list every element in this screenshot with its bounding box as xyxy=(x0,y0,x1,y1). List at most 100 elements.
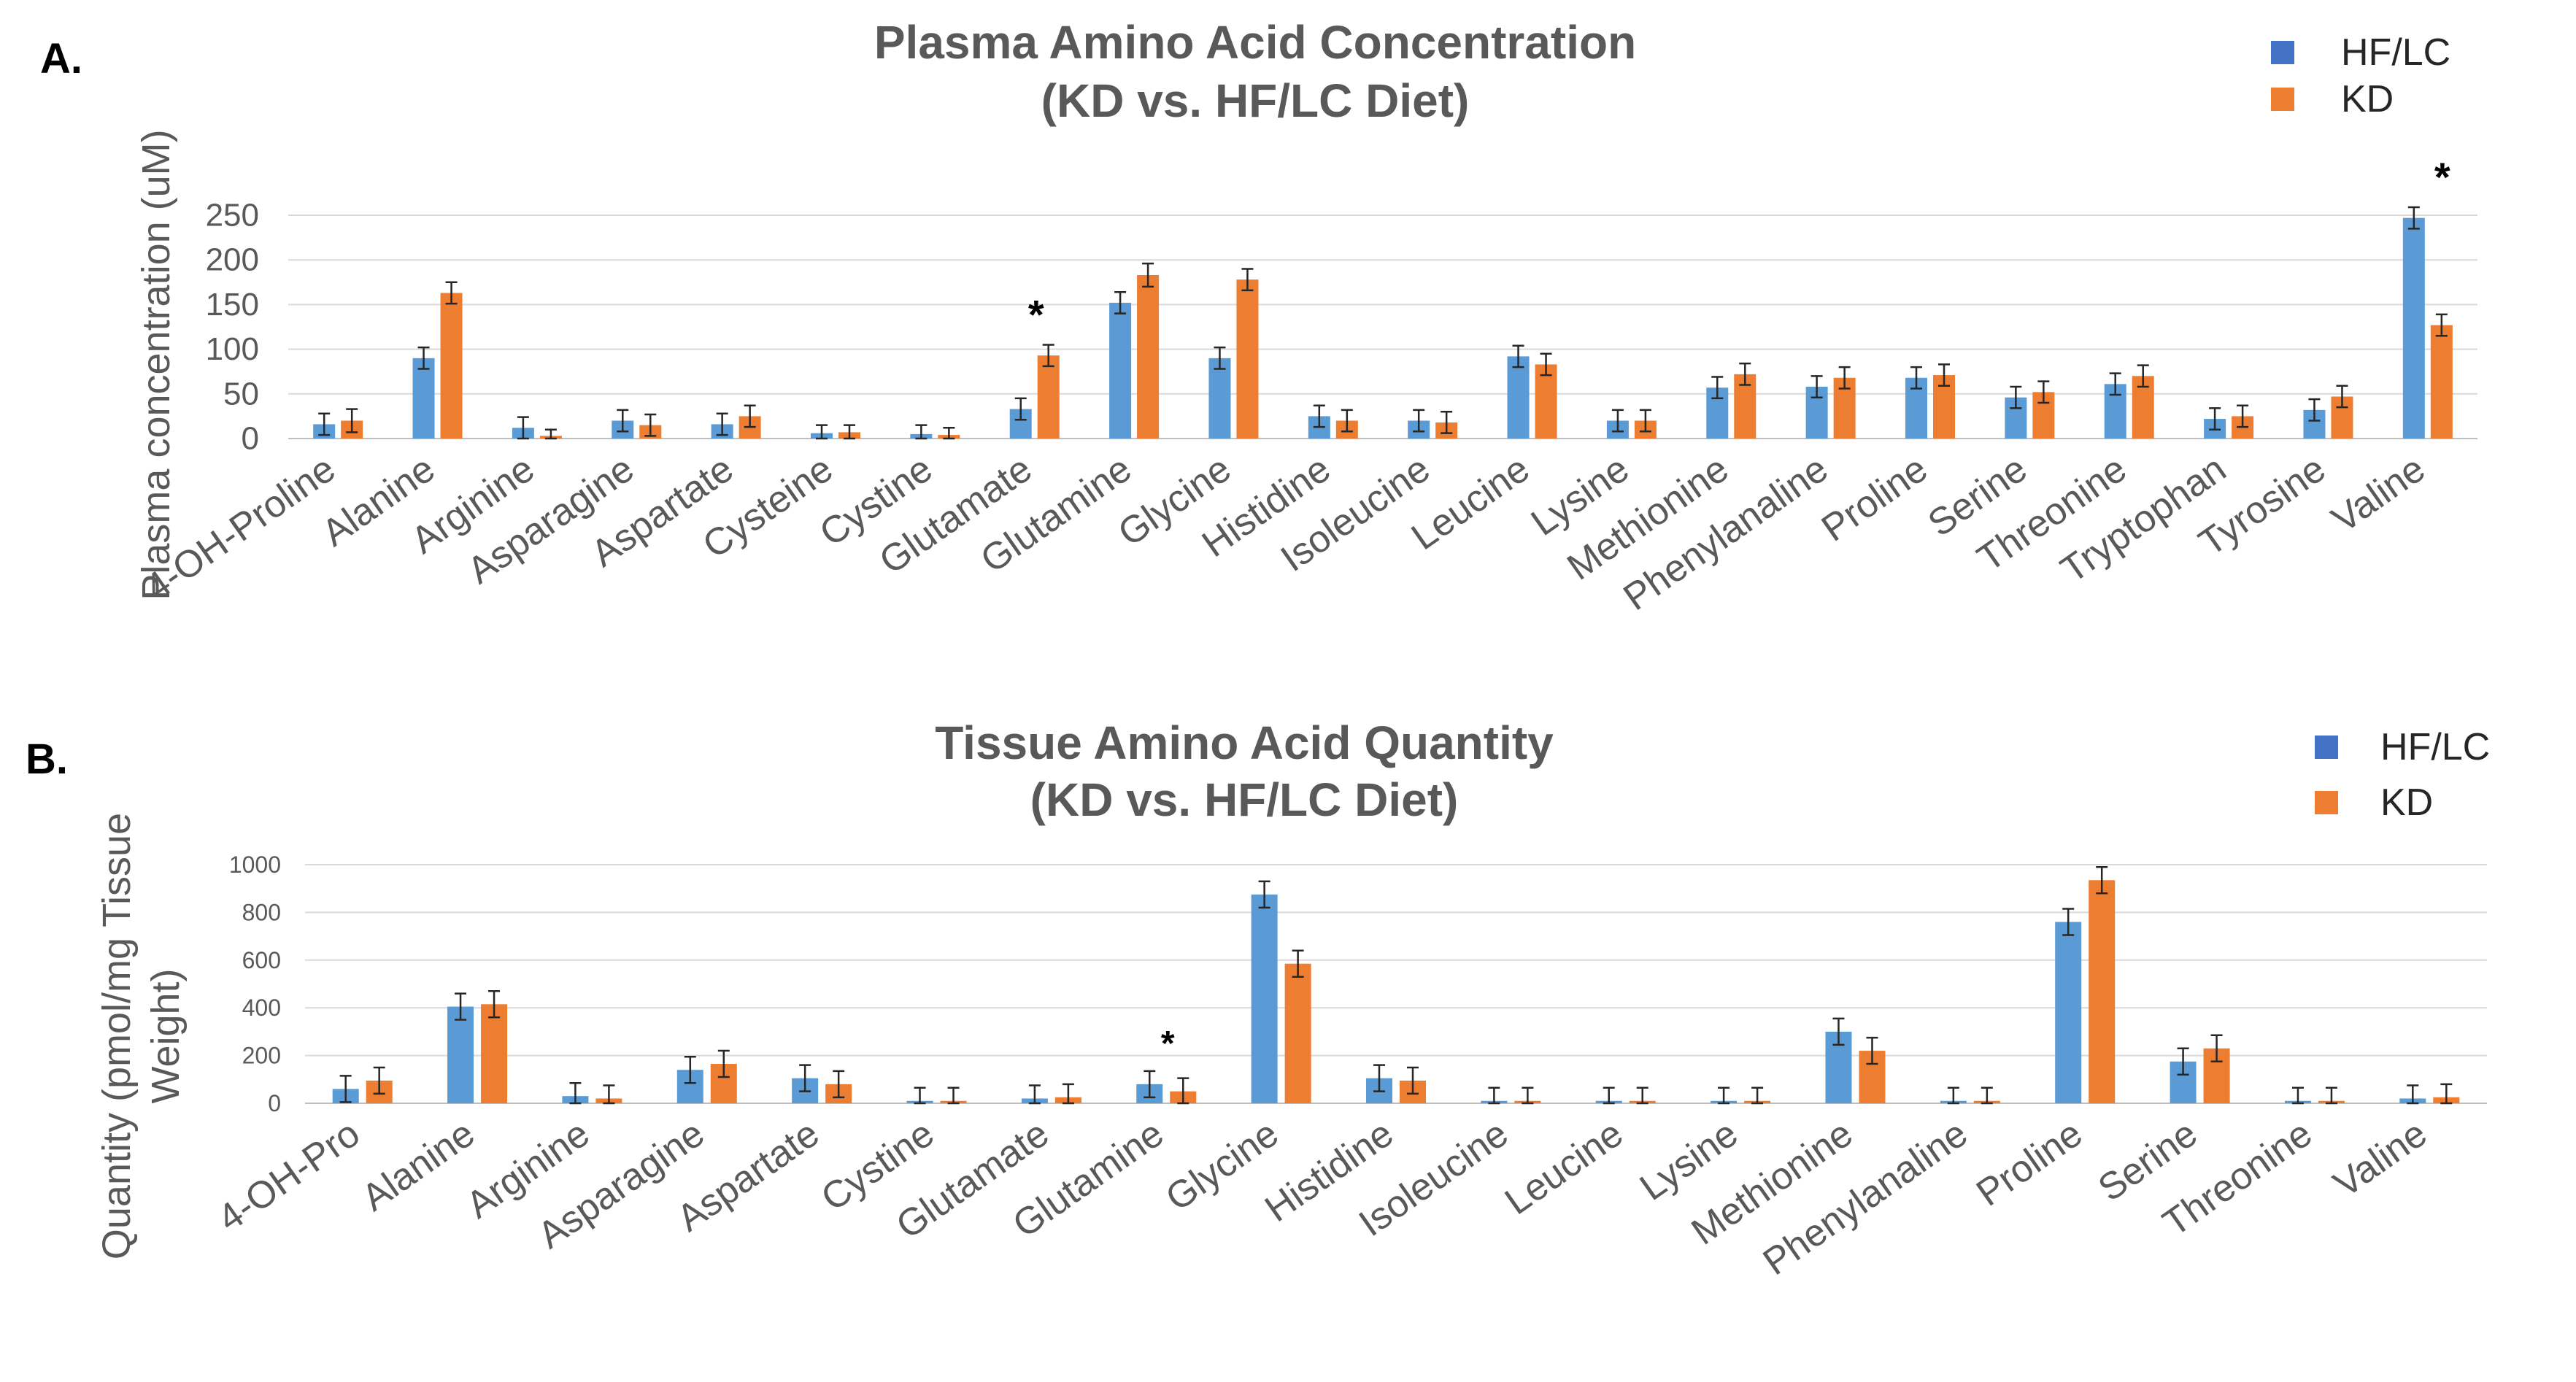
chart-a-ytick-label: 200 xyxy=(206,242,259,278)
chart-b-error-bar xyxy=(947,1086,960,1105)
chart-b-error-bar xyxy=(1981,1086,1993,1105)
chart-b-ytick-label: 1000 xyxy=(229,852,281,878)
legend-a-label-kd: KD xyxy=(2341,78,2394,120)
chart-b-category-label: Alanine xyxy=(355,1112,482,1219)
chart-a-error-bar xyxy=(517,416,529,440)
chart-b-title: Tissue Amino Acid Quantity xyxy=(935,717,1554,769)
chart-a-error-bar xyxy=(2010,385,2022,409)
chart-b-bar-kd xyxy=(481,1004,508,1103)
chart-a-error-bar xyxy=(1512,344,1524,368)
chart-b-error-bar xyxy=(1522,1086,1534,1105)
chart-b-error-bar xyxy=(2291,1086,2304,1105)
chart-a-title: Plasma Amino Acid Concentration xyxy=(874,16,1636,69)
chart-a-error-bar xyxy=(2109,372,2121,396)
chart-b-error-bar xyxy=(2210,1034,2223,1063)
chart-b-subtitle: (KD vs. HF/LC Diet) xyxy=(1030,773,1459,826)
chart-a-category-label: Proline xyxy=(1814,447,1935,549)
chart-a-error-bar xyxy=(816,424,828,440)
chart-b-bar-hflc xyxy=(1251,894,1278,1103)
chart-a-error-bar xyxy=(1142,262,1154,288)
chart-b-error-bar xyxy=(1028,1084,1041,1105)
chart-a-significance-star: * xyxy=(2434,154,2450,200)
chart-b-plot: 020040060080010004-OH-ProAlanineArginine… xyxy=(210,852,2487,1283)
legend-b-swatch-kd xyxy=(2315,791,2338,814)
chart-b-error-bar xyxy=(833,1070,845,1099)
chart-b-legend: HF/LC KD xyxy=(2315,726,2490,824)
chart-a-error-bar xyxy=(1413,409,1425,433)
chart-a-error-bar xyxy=(744,404,756,428)
legend-a-swatch-kd xyxy=(2271,88,2294,111)
chart-b-error-bar xyxy=(1636,1086,1648,1105)
chart-a-ytick-label: 0 xyxy=(242,421,259,457)
chart-a-error-bar xyxy=(1441,411,1453,434)
chart-a-error-bar xyxy=(2336,385,2348,409)
chart-b-error-bar xyxy=(1407,1066,1419,1095)
chart-a-error-bar xyxy=(1711,376,1724,400)
chart-b-error-bar xyxy=(1866,1036,1878,1065)
chart-a-legend: HF/LC KD xyxy=(2271,31,2450,120)
chart-a-bar-kd xyxy=(440,293,463,439)
chart-a-error-bar xyxy=(1639,409,1651,433)
chart-a-error-bar xyxy=(1241,268,1254,292)
chart-b-error-bar xyxy=(1947,1086,1959,1105)
chart-b-error-bar xyxy=(1832,1017,1845,1046)
chart-b-ytick-label: 600 xyxy=(242,947,281,973)
chart-a-ytick-label: 250 xyxy=(206,198,259,233)
chart-a-error-bar xyxy=(2308,398,2321,422)
chart-a-bar-hflc xyxy=(412,358,435,439)
chart-b-error-bar xyxy=(799,1064,811,1092)
chart-a-error-bar xyxy=(2407,206,2420,230)
chart-b-bar-kd xyxy=(2089,880,2116,1103)
chart-a-significance-star: * xyxy=(1028,291,1044,337)
chart-b-error-bar xyxy=(1751,1086,1764,1105)
chart-b-category-label: 4-OH-Pro xyxy=(210,1112,368,1240)
panel-a-label: A. xyxy=(40,35,82,82)
chart-a-bar-kd xyxy=(1236,279,1259,439)
chart-a-bar-kd xyxy=(1535,364,1557,439)
chart-a-bar-kd xyxy=(1137,275,1160,439)
chart-a-bar-hflc xyxy=(1109,302,1132,439)
chart-a-error-bar xyxy=(1910,366,1922,390)
chart-a-error-bar xyxy=(943,427,955,440)
chart-a-error-bar xyxy=(915,424,928,440)
chart-b-ytick-label: 800 xyxy=(242,899,281,925)
chart-b-error-bar xyxy=(1292,949,1304,978)
chart-b-category-label: Proline xyxy=(1969,1112,2090,1214)
legend-b-label-hflc: HF/LC xyxy=(2380,726,2490,768)
chart-a-subtitle: (KD vs. HF/LC Diet) xyxy=(1041,74,1470,127)
chart-b-error-bar xyxy=(569,1081,582,1105)
chart-b-category-label: Phenylanaline xyxy=(1756,1112,1975,1283)
chart-b-error-bar xyxy=(488,990,501,1019)
chart-b-ytick-label: 400 xyxy=(242,995,281,1021)
chart-b-error-bar xyxy=(1258,880,1270,909)
chart-b-bar-kd xyxy=(1284,963,1311,1103)
chart-a-ytick-label: 50 xyxy=(223,376,259,412)
chart-a-error-bar xyxy=(644,413,657,437)
legend-a-label-hflc: HF/LC xyxy=(2341,31,2450,74)
chart-a-error-bar xyxy=(346,408,358,433)
chart-b-error-bar xyxy=(603,1084,615,1105)
chart-a-error-bar xyxy=(2137,364,2149,388)
chart-b-error-bar xyxy=(339,1075,352,1103)
chart-a-ytick-label: 100 xyxy=(206,331,259,367)
legend-b-swatch-hflc xyxy=(2315,736,2338,759)
chart-a-error-bar xyxy=(1739,362,1751,386)
chart-a-error-bar xyxy=(1938,363,1950,387)
chart-b-bar-hflc xyxy=(447,1006,474,1103)
chart-b-error-bar xyxy=(2407,1084,2419,1105)
chart-a-error-bar xyxy=(1341,409,1353,433)
chart-a-plot: 0501001502002504-OH-ProlineAlanineArgini… xyxy=(137,154,2477,619)
chart-a-error-bar xyxy=(1313,404,1325,428)
chart-a-error-bar xyxy=(2435,313,2448,337)
chart-b-error-bar xyxy=(1373,1064,1385,1092)
chart-a-bar-hflc xyxy=(1507,356,1530,439)
chart-b-error-bar xyxy=(1062,1083,1074,1105)
chart-b-error-bar xyxy=(684,1055,696,1084)
chart-b-error-bar xyxy=(1177,1077,1189,1105)
chart-b-ylabel-line1: Quantity (pmol/mg Tissue xyxy=(95,813,139,1259)
chart-a-bar-hflc xyxy=(2402,217,2425,439)
chart-a-error-bar xyxy=(844,424,855,440)
chart-a-error-bar xyxy=(544,428,557,440)
chart-b-category-label: Leucine xyxy=(1497,1112,1630,1223)
chart-b-ytick-label: 200 xyxy=(242,1043,281,1069)
